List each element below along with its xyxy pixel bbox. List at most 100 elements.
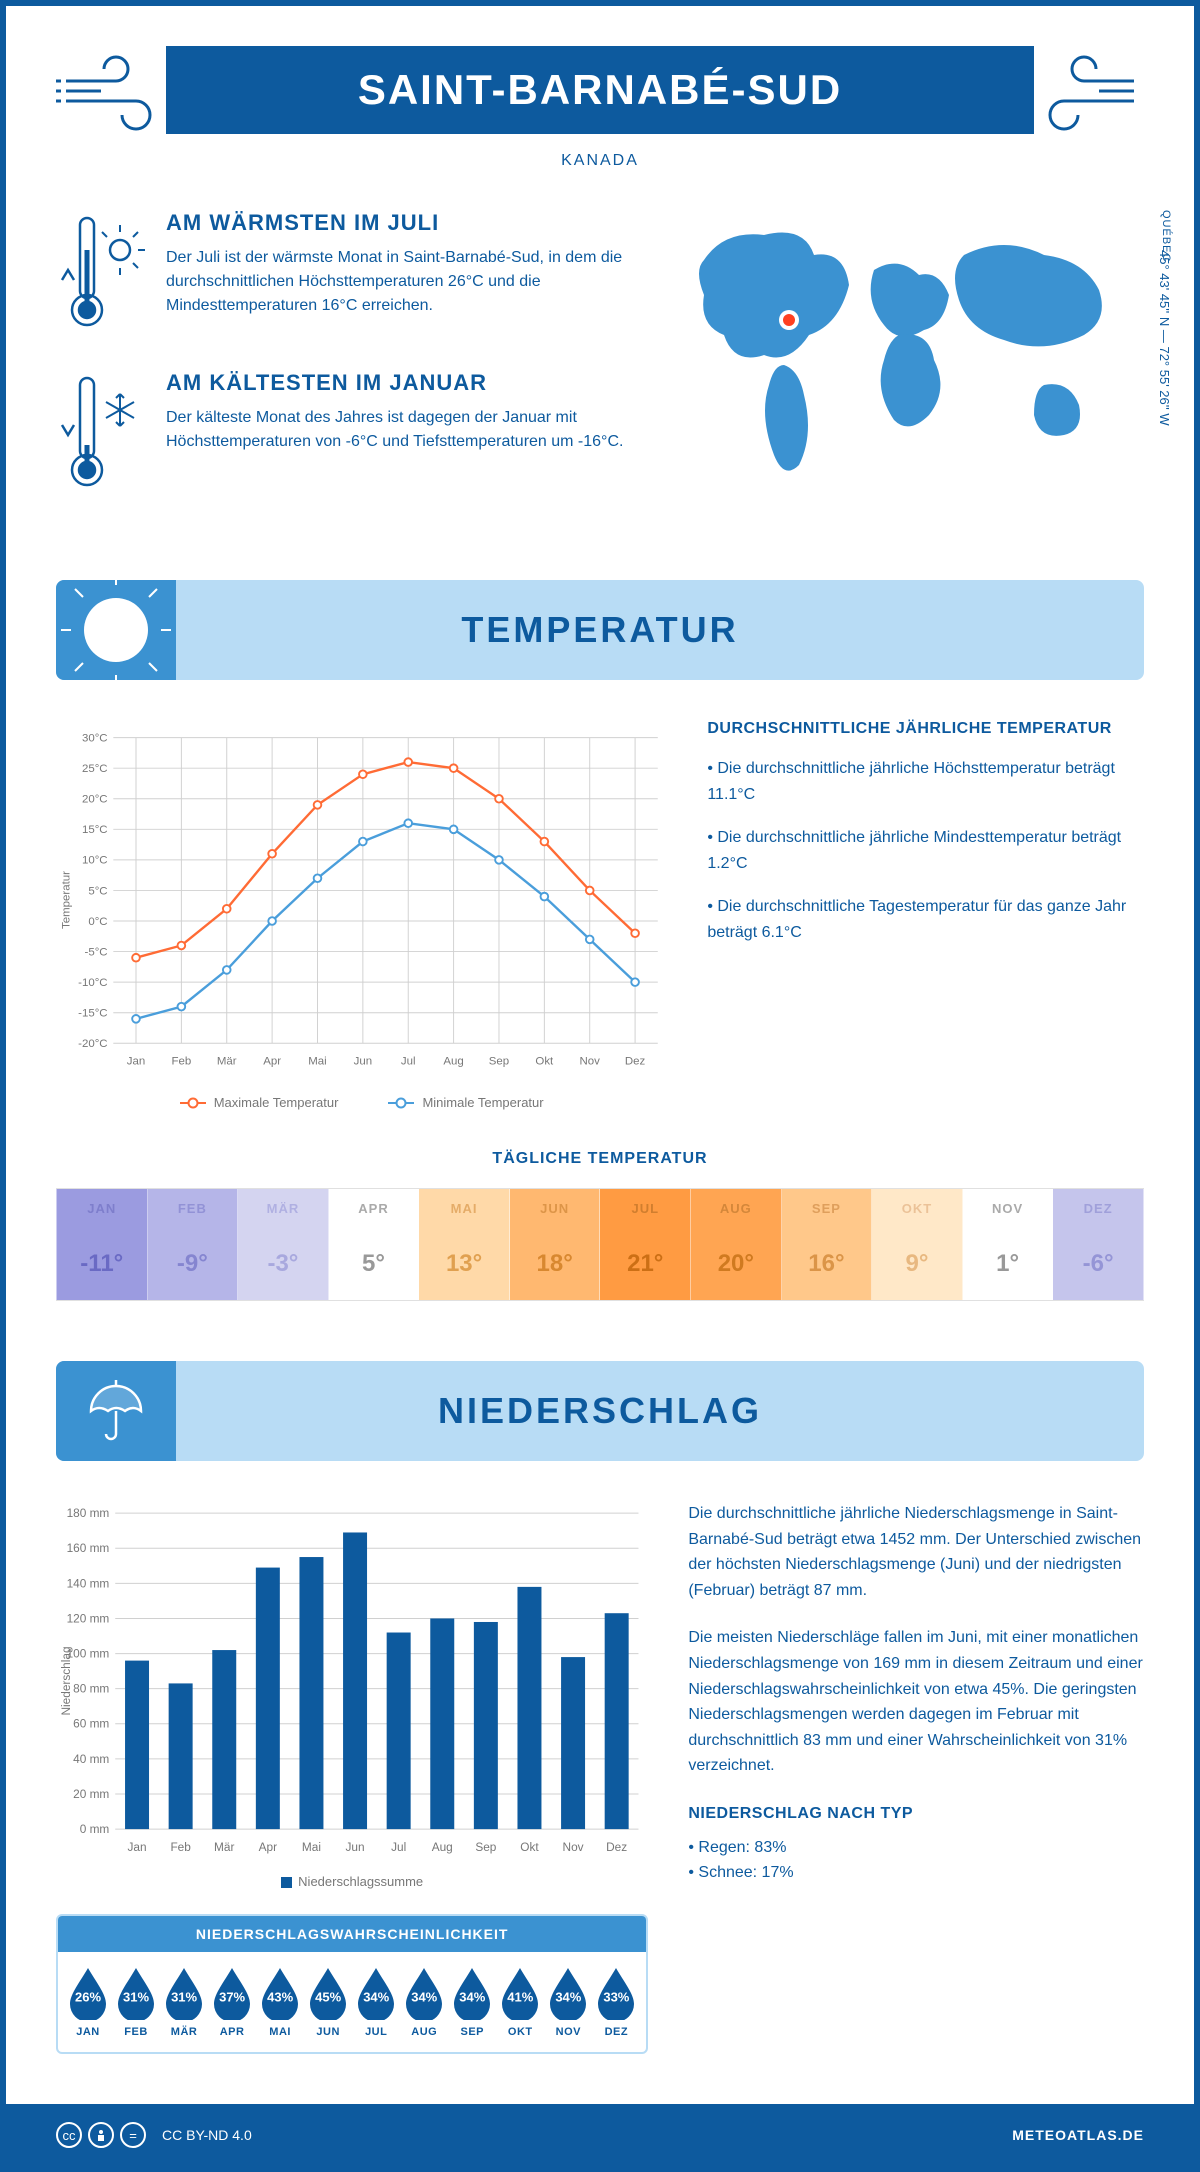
license-text: CC BY-ND 4.0 [162,2127,252,2143]
heat-cell: MÄR-3° [238,1189,329,1300]
svg-text:-15°C: -15°C [78,1008,107,1020]
daily-temp-heading: TÄGLICHE TEMPERATUR [56,1150,1144,1168]
svg-text:Jan: Jan [127,1840,146,1854]
svg-text:Jun: Jun [346,1840,365,1854]
daily-temp-heatmap: JAN-11°FEB-9°MÄR-3°APR5°MAI13°JUN18°JUL2… [56,1188,1144,1301]
heat-cell: NOV1° [963,1189,1054,1300]
wind-icon-right [1004,46,1144,146]
probability-cell: 41%OKT [498,1966,542,2038]
svg-text:0 mm: 0 mm [80,1822,110,1836]
heat-cell: JAN-11° [56,1189,148,1300]
temperature-title: TEMPERATUR [461,609,738,651]
svg-text:Aug: Aug [443,1055,463,1067]
temperature-side-text: DURCHSCHNITTLICHE JÄHRLICHE TEMPERATUR •… [707,720,1144,1110]
svg-text:Niederschlag: Niederschlag [59,1646,73,1715]
heat-cell: APR5° [329,1189,420,1300]
svg-text:180 mm: 180 mm [67,1506,110,1520]
svg-text:Sep: Sep [489,1055,509,1067]
svg-text:5°C: 5°C [88,885,107,897]
probability-cell: 34%NOV [546,1966,590,2038]
svg-text:Sep: Sep [475,1840,496,1854]
probability-cell: 34%JUL [354,1966,398,2038]
header: SAINT-BARNABÉ-SUD KANADA [56,46,1144,170]
warmest-block: AM WÄRMSTEN IM JULI Der Juli ist der wär… [56,210,644,340]
svg-text:Okt: Okt [520,1840,539,1854]
sun-icon [61,575,171,685]
svg-text:-5°C: -5°C [85,946,108,958]
page-title: SAINT-BARNABÉ-SUD [166,46,1034,134]
heat-cell: AUG20° [691,1189,782,1300]
svg-text:60 mm: 60 mm [73,1717,109,1731]
precip-legend: Niederschlagssumme [56,1874,648,1889]
legend-min: .legend-item:nth-child(2) .legend-sw::af… [388,1095,543,1110]
svg-text:120 mm: 120 mm [67,1611,110,1625]
coldest-heading: AM KÄLTESTEN IM JANUAR [166,370,644,396]
precipitation-text: Die durchschnittliche jährliche Niedersc… [688,1501,1144,2054]
svg-text:Okt: Okt [535,1055,554,1067]
legend-max: .legend-item:nth-child(1) .legend-sw::af… [180,1095,339,1110]
svg-text:Temperatur: Temperatur [60,871,72,929]
thermometer-sun-icon [56,210,146,340]
svg-text:10°C: 10°C [82,855,108,867]
intro-row: AM WÄRMSTEN IM JULI Der Juli ist der wär… [56,210,1144,530]
svg-text:25°C: 25°C [82,763,108,775]
heat-cell: SEP16° [782,1189,873,1300]
umbrella-icon [81,1376,151,1446]
precipitation-probability-box: NIEDERSCHLAGSWAHRSCHEINLICHKEIT 26%JAN31… [56,1914,648,2054]
cc-icon: cc [56,2122,82,2148]
probability-cell: 31%FEB [114,1966,158,2038]
warmest-body: Der Juli ist der wärmste Monat in Saint-… [166,246,644,318]
coldest-body: Der kälteste Monat des Jahres ist dagege… [166,406,644,454]
coordinates: 45° 43' 45'' N — 72° 55' 26'' W [1157,250,1172,426]
probability-cell: 33%DEZ [594,1966,638,2038]
svg-text:Jan: Jan [127,1055,145,1067]
svg-text:Dez: Dez [606,1840,627,1854]
probability-cell: 34%AUG [402,1966,446,2038]
footer-brand: METEOATLAS.DE [1012,2127,1144,2143]
thermometer-snow-icon [56,370,146,500]
svg-text:160 mm: 160 mm [67,1541,110,1555]
nd-icon: = [120,2122,146,2148]
temperature-banner: TEMPERATUR [56,580,1144,680]
warmest-heading: AM WÄRMSTEN IM JULI [166,210,644,236]
temperature-chart: -20°C -15°C -10°C -5°C 0°C 5°C 10°C 15°C 20°C 25°… [56,720,667,1110]
footer: cc = CC BY-ND 4.0 METEOATLAS.DE [6,2104,1194,2166]
svg-text:Jun: Jun [354,1055,372,1067]
probability-cell: 43%MAI [258,1966,302,2038]
svg-text:Aug: Aug [432,1840,453,1854]
world-map: QUÉBEC 45° 43' 45'' N — 72° 55' 26'' W [674,210,1144,530]
svg-text:0°C: 0°C [88,916,107,928]
precipitation-title: NIEDERSCHLAG [438,1390,762,1432]
svg-text:Mai: Mai [308,1055,326,1067]
svg-text:-10°C: -10°C [78,977,107,989]
svg-text:Apr: Apr [263,1055,281,1067]
svg-text:Mär: Mär [214,1840,234,1854]
svg-text:Dez: Dez [625,1055,646,1067]
svg-text:Apr: Apr [259,1840,277,1854]
probability-cell: 31%MÄR [162,1966,206,2038]
heat-cell: MAI13° [419,1189,510,1300]
heat-cell: DEZ-6° [1053,1189,1144,1300]
license-icons: cc = CC BY-ND 4.0 [56,2122,252,2148]
probability-cell: 26%JAN [66,1966,110,2038]
precipitation-banner: NIEDERSCHLAG [56,1361,1144,1461]
svg-text:Nov: Nov [580,1055,601,1067]
svg-text:Feb: Feb [171,1055,191,1067]
heat-cell: FEB-9° [148,1189,239,1300]
svg-text:140 mm: 140 mm [67,1576,110,1590]
svg-text:80 mm: 80 mm [73,1682,109,1696]
svg-text:Mär: Mär [217,1055,237,1067]
svg-text:Jul: Jul [391,1840,406,1854]
svg-text:-20°C: -20°C [78,1038,107,1050]
svg-text:Feb: Feb [170,1840,191,1854]
svg-text:Nov: Nov [563,1840,584,1854]
svg-text:Mai: Mai [302,1840,321,1854]
heat-cell: JUN18° [510,1189,601,1300]
svg-text:40 mm: 40 mm [73,1752,109,1766]
probability-cell: 34%SEP [450,1966,494,2038]
probability-cell: 37%APR [210,1966,254,2038]
heat-cell: OKT9° [872,1189,963,1300]
svg-text:15°C: 15°C [82,824,108,836]
coldest-block: AM KÄLTESTEN IM JANUAR Der kälteste Mona… [56,370,644,500]
svg-text:20°C: 20°C [82,794,108,806]
